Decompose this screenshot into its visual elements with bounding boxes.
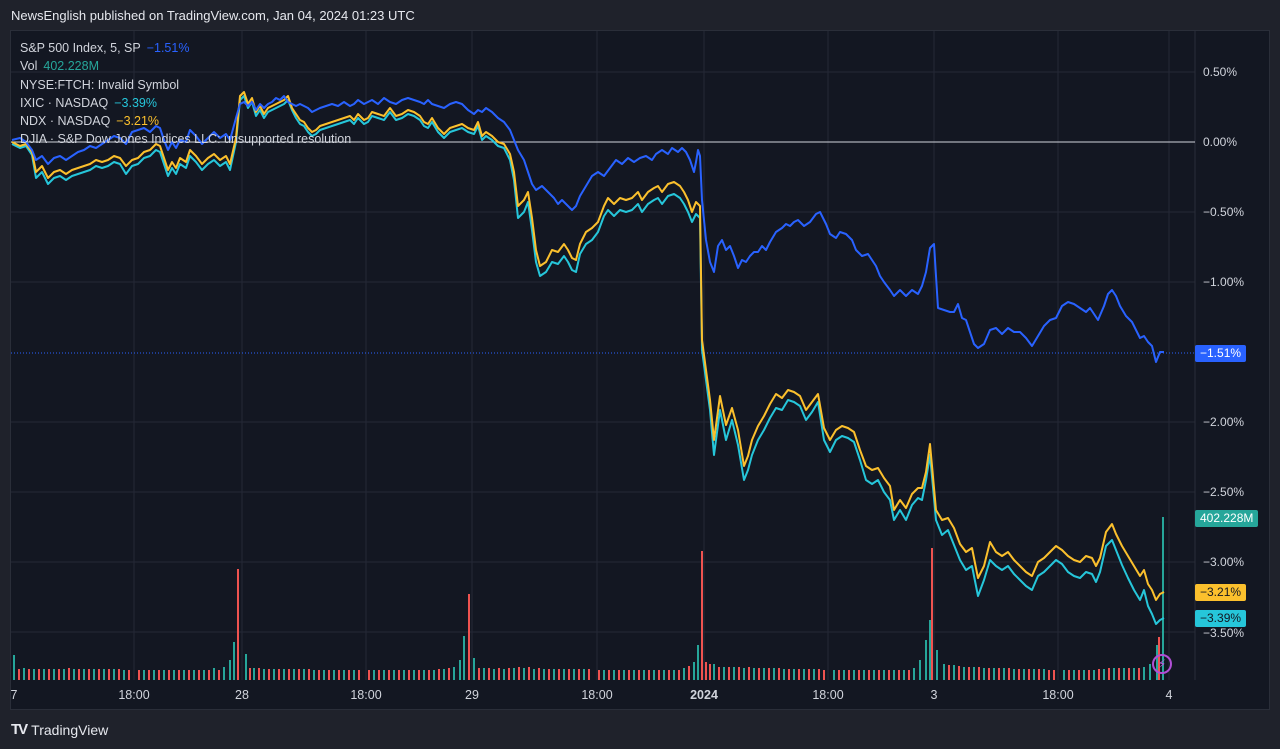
spx-price-tag: −1.51% <box>1195 345 1247 362</box>
legend-spx-label: S&P 500 Index, 5, SP <box>20 41 141 55</box>
publisher-line: NewsEnglish published on TradingView.com… <box>11 8 415 23</box>
x-tick: 4 <box>1165 688 1173 702</box>
volume-bars <box>13 517 1164 680</box>
x-tick: 18:00 <box>118 688 150 702</box>
legend-vol[interactable]: Vol 402.228M <box>20 57 351 75</box>
y-tick: −2.50% <box>1203 485 1245 499</box>
legend-spx-value: −1.51% <box>146 41 190 55</box>
legend-djia[interactable]: DJIA · S&P Dow Jones Indices LLC: unsupp… <box>20 130 351 148</box>
legend-ftch-label: NYSE:FTCH: Invalid Symbol <box>20 77 180 92</box>
volume-price-tag: 402.228M <box>1195 510 1259 527</box>
ndx-line <box>11 91 1165 601</box>
spx-line <box>11 95 1164 363</box>
y-tick: 0.00% <box>1203 135 1238 149</box>
y-tick: −3.00% <box>1203 555 1245 569</box>
x-tick: 29 <box>465 688 479 702</box>
x-tick: 18:00 <box>581 688 613 702</box>
ixic-price-tag: −3.39% <box>1195 610 1247 627</box>
x-tick: 18:00 <box>812 688 844 702</box>
x-tick: 3 <box>930 688 938 702</box>
legend-ndx-value: −3.21% <box>116 114 160 129</box>
x-tick: 28 <box>235 688 249 702</box>
legend-ndx-label: NDX · NASDAQ <box>20 114 111 129</box>
x-tick-year: 2024 <box>690 688 718 702</box>
y-tick: 0.50% <box>1203 65 1238 79</box>
x-tick: 18:00 <box>350 688 382 702</box>
legend-djia-label: DJIA · S&P Dow Jones Indices LLC: unsupp… <box>20 132 352 147</box>
legend-ftch[interactable]: NYSE:FTCH: Invalid Symbol <box>20 76 351 94</box>
y-tick: −3.50% <box>1203 626 1245 640</box>
tradingview-logo-icon: TV <box>11 721 28 738</box>
brand-name: TradingView <box>31 721 109 738</box>
legend-vol-label: Vol <box>20 59 38 74</box>
legend-ndx[interactable]: NDX · NASDAQ −3.21% <box>20 112 351 130</box>
legend-ixic[interactable]: IXIC · NASDAQ −3.39% <box>20 94 351 112</box>
lightning-icon[interactable]: ⚡ <box>1152 654 1172 674</box>
legend-vol-value: 402.228M <box>43 59 99 74</box>
grid <box>11 31 1195 680</box>
x-tick: 7 <box>10 688 18 702</box>
legend-spx[interactable]: S&P 500 Index, 5, SP −1.51% <box>20 39 351 57</box>
legend-ixic-value: −3.39% <box>114 95 157 110</box>
chart-legend: S&P 500 Index, 5, SP −1.51% Vol 402.228M N… <box>20 39 351 149</box>
y-tick: −1.00% <box>1203 275 1245 289</box>
y-tick: −2.00% <box>1203 415 1245 429</box>
chart-frame[interactable] <box>10 30 1270 710</box>
y-tick: −0.50% <box>1203 205 1245 219</box>
legend-ixic-label: IXIC · NASDAQ <box>20 95 109 110</box>
ndx-price-tag: −3.21% <box>1195 584 1247 601</box>
tradingview-brand[interactable]: TV TradingView <box>11 721 108 738</box>
ixic-line <box>11 95 1165 625</box>
x-tick: 18:00 <box>1042 688 1074 702</box>
